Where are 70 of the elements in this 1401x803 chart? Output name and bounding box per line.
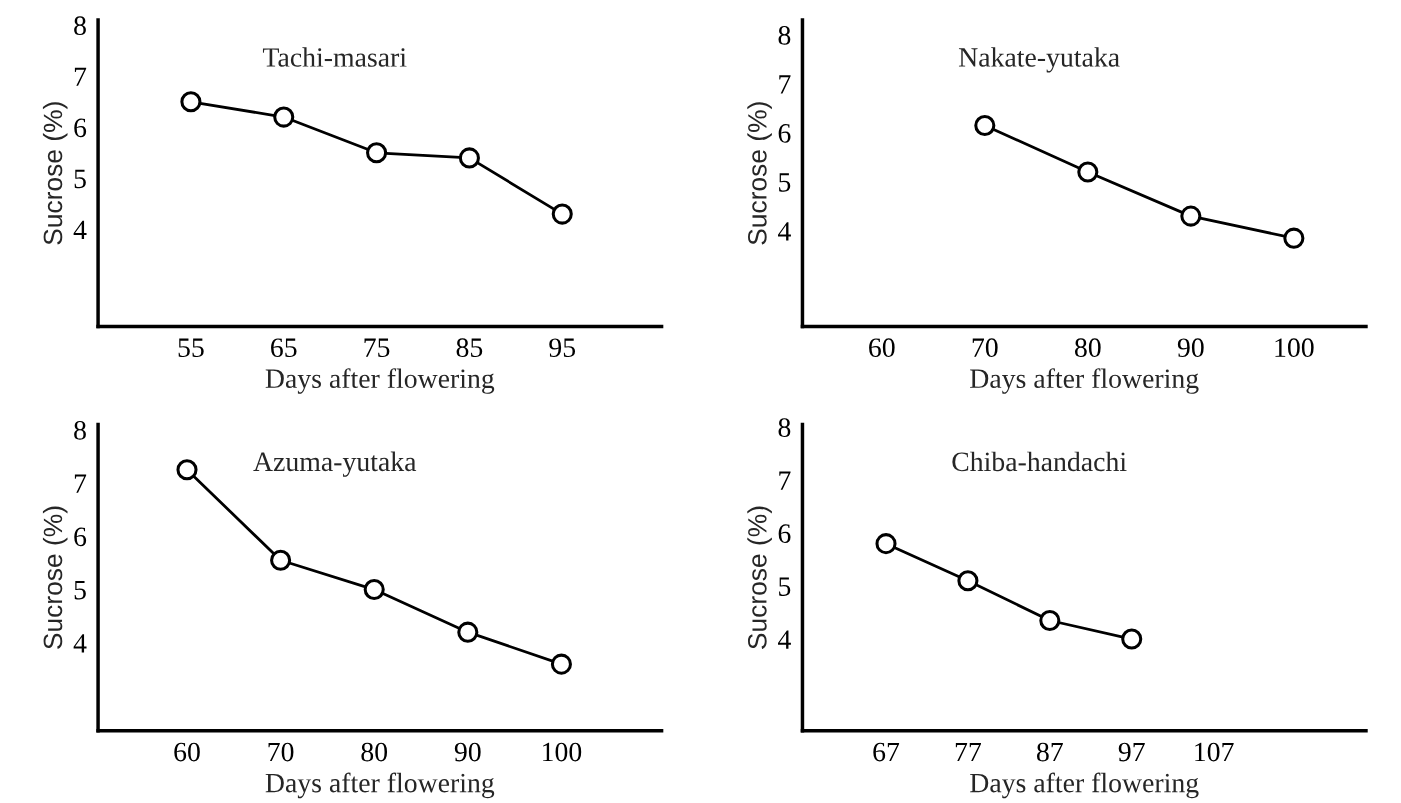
- x-tick-label: 97: [1118, 742, 1145, 762]
- y-tick-label: 8: [74, 16, 86, 36]
- y-tick-label: 4: [73, 220, 87, 240]
- point: [366, 142, 388, 164]
- point: [1039, 609, 1061, 632]
- point: [875, 533, 897, 555]
- y-tick-label: 7: [779, 75, 791, 94]
- y-tick-label: 8: [778, 25, 791, 45]
- x-tick-label: 70: [268, 742, 294, 762]
- point: [458, 147, 480, 169]
- y-tick-label: 4: [778, 630, 791, 649]
- text: Azuma-yutaka: [253, 451, 417, 477]
- x-tick-label: 60: [174, 742, 200, 762]
- point: [974, 114, 996, 137]
- x-axis-title: Days after flowering: [265, 368, 495, 394]
- y-axis-title: Sucrose (%): [747, 102, 772, 245]
- x-tick-label: 67: [873, 742, 900, 762]
- point: [551, 203, 573, 225]
- x-axis-title: Days after flowering: [970, 368, 1199, 394]
- y-tick-label: 5: [779, 173, 791, 192]
- point: [363, 579, 385, 601]
- x-tick-label: 80: [361, 742, 388, 762]
- y-tick-label: 5: [779, 577, 791, 596]
- point: [550, 653, 572, 675]
- y-tick-label: 7: [74, 67, 87, 86]
- point: [457, 621, 479, 643]
- x-axis-title: Days after flowering: [970, 772, 1199, 799]
- x-tick-label: 70: [972, 338, 998, 358]
- y-tick-label: 8: [74, 420, 86, 440]
- point: [1121, 628, 1143, 650]
- y-tick-label: 6: [74, 527, 87, 547]
- y-tick-label: 5: [74, 581, 86, 600]
- y-axis-title: Sucrose (%): [747, 506, 772, 649]
- x-tick-label: 75: [364, 338, 390, 358]
- y-tick-label: 7: [779, 471, 791, 490]
- x-tick-label: 77: [955, 742, 981, 762]
- point: [270, 549, 292, 571]
- x-tick-label: 60: [869, 338, 895, 358]
- y-tick-label: 6: [778, 124, 791, 143]
- x-tick-label: 90: [1177, 338, 1204, 358]
- point: [1180, 205, 1202, 227]
- x-tick-label: 55: [178, 338, 204, 358]
- x-tick-label: 90: [454, 742, 481, 762]
- x-tick-label: 100: [1275, 338, 1314, 358]
- y-axis-title: Sucrose (%): [42, 102, 68, 245]
- text: Nakate-yutaka: [958, 47, 1120, 73]
- y-tick-label: 6: [778, 524, 791, 543]
- y-tick-label: 4: [73, 634, 87, 653]
- y-tick-label: 8: [778, 418, 791, 437]
- y-tick-label: 4: [778, 222, 791, 241]
- text: Chiba-handachi: [952, 451, 1127, 472]
- x-tick-label: 87: [1036, 742, 1063, 762]
- y-tick-label: 7: [74, 474, 87, 493]
- x-tick-label: 95: [549, 338, 576, 358]
- text: Tachi-masari: [262, 47, 407, 67]
- point: [1283, 227, 1305, 249]
- point: [176, 459, 198, 481]
- x-tick-label: 85: [456, 338, 483, 358]
- x-tick-label: 100: [543, 742, 582, 762]
- point: [957, 570, 979, 592]
- y-tick-label: 5: [74, 169, 86, 189]
- y-axis-title: Sucrose (%): [42, 506, 68, 649]
- x-tick-label: 107: [1195, 742, 1234, 762]
- point: [180, 91, 202, 113]
- x-tick-label: 80: [1074, 338, 1101, 358]
- x-axis-title: Days after flowering: [265, 772, 495, 799]
- point: [1077, 161, 1099, 183]
- x-tick-label: 65: [271, 338, 297, 358]
- y-tick-label: 6: [74, 118, 87, 138]
- point: [273, 106, 295, 128]
